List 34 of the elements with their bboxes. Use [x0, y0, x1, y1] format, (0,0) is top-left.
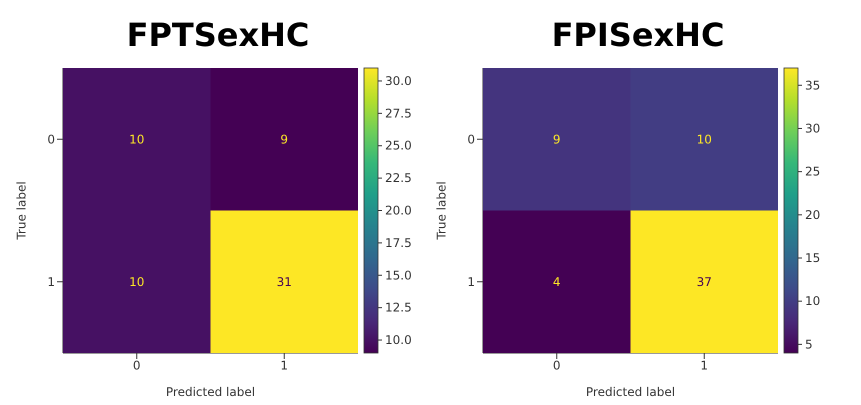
x-tick-label: 1 [700, 358, 708, 373]
data-label: 31 [276, 274, 292, 289]
color-bar-label: 10.0 [385, 333, 412, 348]
chart-title: FPTSexHC [126, 15, 310, 56]
data-label: 9 [552, 132, 561, 146]
data-label: 9 [280, 132, 288, 146]
color-bar-label: 15.0 [385, 268, 412, 282]
color-bar-label: 20.0 [385, 204, 412, 218]
color-bar-label: 35 [805, 78, 820, 92]
color-bar-label: 10 [805, 294, 820, 308]
color-bar-label: 30 [805, 121, 820, 136]
color-bar-label: 27.5 [385, 106, 412, 120]
y-axis-title: True label [434, 181, 448, 241]
chart-title: FPISexHC [552, 15, 724, 56]
data-label: 10 [129, 274, 144, 289]
color-bar-label: 30.0 [385, 74, 412, 88]
x-tick-label: 1 [280, 358, 288, 373]
color-bar-label: 15 [805, 251, 820, 265]
color-bar-label: 25.0 [385, 138, 412, 153]
data-label: 37 [696, 274, 712, 289]
color-bar-label: 17.5 [385, 236, 412, 250]
color-bar-label: 5 [805, 337, 813, 352]
data-label: 10 [696, 132, 712, 146]
x-axis-title: Predicted label [166, 385, 256, 399]
color-bar-label: 22.5 [385, 171, 412, 186]
data-label: 4 [552, 274, 561, 289]
color-bar-label: 12.5 [385, 300, 412, 315]
x-tick-label: 0 [132, 358, 141, 373]
color-bar-label: 25 [805, 164, 820, 179]
x-axis-title: Predicted label [586, 385, 676, 399]
color-bar-label: 20 [805, 208, 820, 222]
y-axis-title: True label [14, 181, 28, 241]
data-label: 10 [129, 132, 144, 146]
x-tick-label: 0 [552, 358, 561, 373]
